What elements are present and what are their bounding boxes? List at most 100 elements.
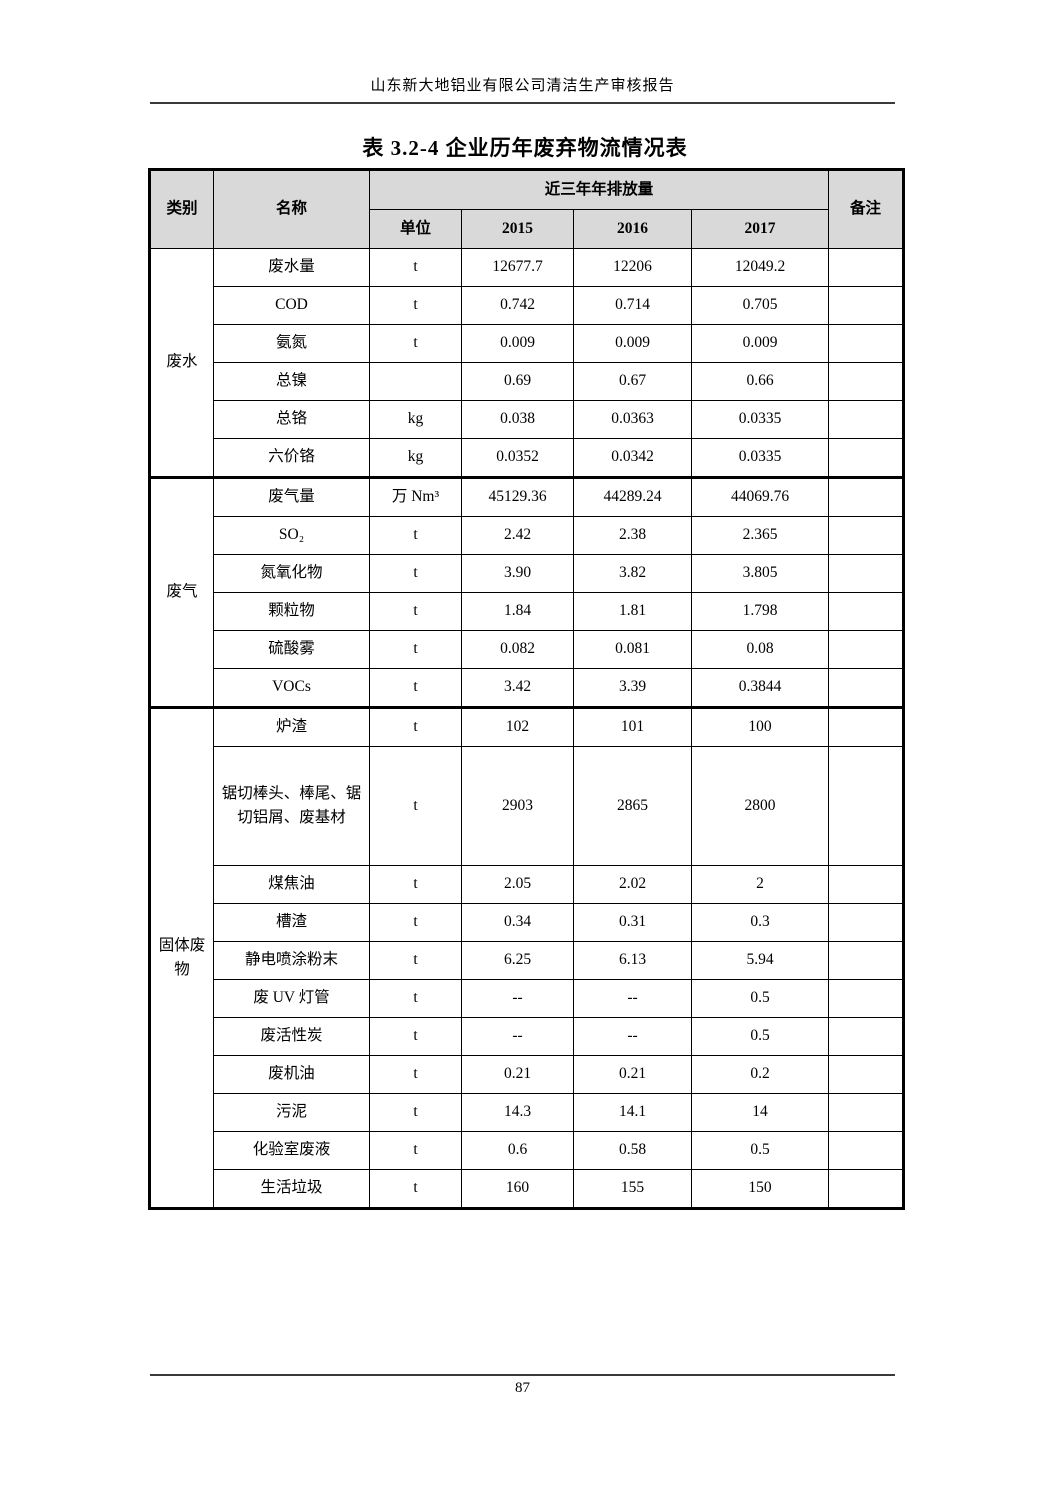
remark-cell (828, 1093, 905, 1132)
remark-cell (828, 903, 905, 942)
value-cell: 0.31 (573, 903, 692, 942)
remark-cell (828, 286, 905, 325)
value-cell: 0.5 (690, 1131, 830, 1170)
unit-cell: t (369, 941, 462, 980)
remark-cell (828, 324, 905, 363)
table-row: 总铬 kg 0.038 0.0363 0.0335 (150, 400, 905, 439)
value-cell: 0.0342 (573, 438, 692, 478)
value-cell: 12206 (573, 248, 692, 287)
name-cell: 总铬 (213, 400, 370, 439)
remark-cell (828, 516, 905, 555)
table-row: 总镍 0.69 0.67 0.66 (150, 362, 905, 401)
unit-cell: 万 Nm³ (369, 476, 462, 517)
remark-cell (828, 1017, 905, 1056)
value-cell: 0.5 (690, 1017, 830, 1056)
header-year-2016: 2016 (573, 209, 692, 249)
value-cell: 150 (690, 1169, 830, 1209)
value-cell: -- (461, 979, 574, 1018)
value-cell: 14.1 (573, 1093, 692, 1132)
header-emissions-span: 近三年年排放量 (368, 169, 830, 210)
name-cell: SO₂ (213, 516, 370, 555)
value-cell: 0.69 (461, 362, 574, 401)
value-cell: 0.21 (573, 1055, 692, 1094)
unit-cell: t (369, 324, 462, 363)
value-cell: 2.05 (461, 865, 574, 904)
value-cell: 2 (690, 865, 830, 904)
value-cell: 1.798 (690, 592, 830, 631)
table-row: 煤焦油 t 2.05 2.02 2 (150, 865, 905, 904)
header-remark: 备注 (828, 169, 905, 249)
value-cell: 0.34 (461, 903, 574, 942)
name-cell: 废气量 (213, 476, 370, 517)
unit-cell: t (369, 979, 462, 1018)
value-cell: 1.81 (573, 592, 692, 631)
table-row: VOCs t 3.42 3.39 0.3844 (150, 668, 905, 708)
name-cell: 槽渣 (213, 903, 370, 942)
unit-cell: t (369, 746, 462, 866)
unit-cell: t (369, 903, 462, 942)
value-cell: 0.08 (690, 630, 830, 669)
name-cell: 化验室废液 (213, 1131, 370, 1170)
value-cell: 0.009 (690, 324, 830, 363)
unit-cell: t (369, 1017, 462, 1056)
header-category: 类别 (149, 169, 214, 249)
name-cell: VOCs (213, 668, 370, 708)
remark-cell (828, 746, 905, 866)
unit-cell: t (369, 1055, 462, 1094)
unit-cell: t (369, 554, 462, 593)
value-cell: 0.5 (690, 979, 830, 1018)
header-unit: 单位 (369, 209, 462, 249)
remark-cell (828, 400, 905, 439)
name-cell: 颗粒物 (213, 592, 370, 631)
value-cell: 44069.76 (690, 476, 830, 517)
remark-cell (828, 1055, 905, 1094)
unit-cell: kg (369, 400, 462, 439)
category-cell: 固体废物 (149, 706, 214, 1209)
name-cell: 氨氮 (213, 324, 370, 363)
value-cell: 6.25 (461, 941, 574, 980)
table-row: 锯切棒头、棒尾、锯切铝屑、废基材 t 2903 2865 2800 (150, 746, 905, 866)
unit-cell: t (369, 1093, 462, 1132)
name-cell: 静电喷涂粉末 (213, 941, 370, 980)
remark-cell (828, 554, 905, 593)
table-row: 硫酸雾 t 0.082 0.081 0.08 (150, 630, 905, 669)
unit-cell: t (369, 1169, 462, 1209)
name-cell: COD (213, 286, 370, 325)
document-header: 山东新大地铝业有限公司清洁生产审核报告 (150, 74, 895, 104)
table-row: 废水 废水量 t 12677.7 12206 12049.2 (149, 248, 905, 478)
value-cell: 3.82 (573, 554, 692, 593)
waste-emissions-table: 类别 名称 近三年年排放量 备注 单位 2015 2016 2017 废水 废水量… (148, 168, 906, 1210)
value-cell: 12677.7 (461, 248, 574, 287)
name-cell: 氮氧化物 (213, 554, 370, 593)
value-cell: 0.0335 (690, 438, 830, 478)
table-row: 废气 废气量万 Nm³ 45129.36 44289.24 44069.76 (149, 476, 905, 708)
remark-cell (828, 941, 905, 980)
value-cell: 0.082 (461, 630, 574, 669)
name-cell: 废活性炭 (213, 1017, 370, 1056)
name-cell: 污泥 (213, 1093, 370, 1132)
header-year-2015: 2015 (461, 209, 574, 249)
remark-cell (828, 476, 905, 517)
value-cell: -- (573, 979, 692, 1018)
table-row: 氨氮 t 0.009 0.009 0.009 (150, 324, 905, 363)
value-cell: 2.38 (573, 516, 692, 555)
name-cell: 废机油 (213, 1055, 370, 1094)
value-cell: 0.742 (461, 286, 574, 325)
table-header: 类别 名称 近三年年排放量 备注 单位 2015 2016 2017 (149, 169, 905, 249)
value-cell: 5.94 (690, 941, 830, 980)
table-row: 六价铬 kg 0.0352 0.0342 0.0335 (150, 438, 905, 478)
value-cell: 3.42 (461, 668, 574, 708)
value-cell: 0.3 (690, 903, 830, 942)
unit-cell: t (369, 865, 462, 904)
value-cell: -- (461, 1017, 574, 1056)
table-row: 静电喷涂粉末 t 6.25 6.13 5.94 (150, 941, 905, 980)
value-cell: 0.2 (690, 1055, 830, 1094)
name-cell: 生活垃圾 (213, 1169, 370, 1209)
unit-cell: t (369, 668, 462, 708)
value-cell: 6.13 (573, 941, 692, 980)
table-header-row-2: 单位 2015 2016 2017 (150, 209, 904, 249)
value-cell: 0.714 (573, 286, 692, 325)
value-cell: 2.02 (573, 865, 692, 904)
category-cell: 废水 (149, 248, 214, 478)
document-header-title: 山东新大地铝业有限公司清洁生产审核报告 (370, 78, 675, 94)
